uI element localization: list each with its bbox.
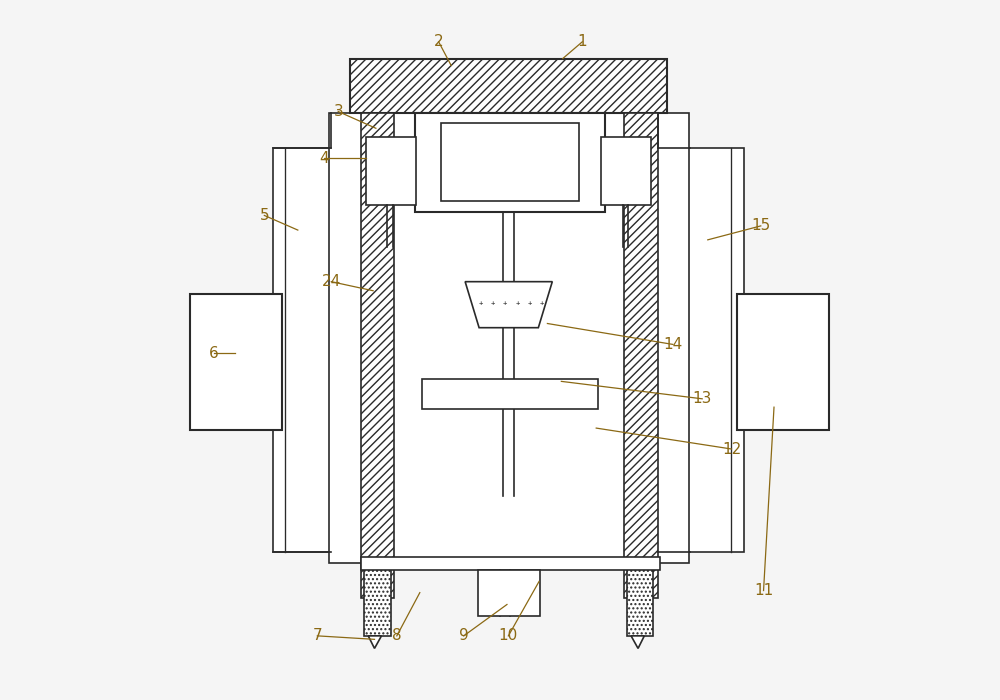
Bar bbox=[361, 557, 660, 570]
Bar bbox=[190, 294, 282, 430]
Bar bbox=[392, 113, 626, 563]
Polygon shape bbox=[368, 636, 381, 648]
Text: 3: 3 bbox=[333, 104, 343, 119]
Bar bbox=[366, 136, 416, 205]
Bar bbox=[601, 136, 651, 205]
Text: +: + bbox=[528, 300, 532, 307]
Text: 4: 4 bbox=[319, 150, 329, 166]
Bar bbox=[441, 122, 579, 201]
Text: 8: 8 bbox=[392, 629, 402, 643]
Bar bbox=[361, 113, 394, 598]
Text: 9: 9 bbox=[459, 629, 469, 643]
Bar bbox=[478, 570, 540, 616]
Text: +: + bbox=[515, 300, 520, 307]
Text: +: + bbox=[490, 300, 494, 307]
Bar bbox=[415, 113, 605, 212]
Bar bbox=[329, 113, 368, 563]
Bar bbox=[364, 563, 391, 636]
Text: 11: 11 bbox=[754, 583, 773, 598]
Text: 2: 2 bbox=[434, 34, 443, 49]
Text: 1: 1 bbox=[577, 34, 587, 49]
Text: 6: 6 bbox=[209, 346, 219, 361]
Bar bbox=[422, 379, 598, 410]
Bar bbox=[737, 294, 829, 430]
Text: +: + bbox=[503, 300, 507, 307]
Bar bbox=[627, 563, 653, 636]
Text: 12: 12 bbox=[722, 442, 741, 456]
Text: 24: 24 bbox=[322, 274, 341, 289]
Bar bbox=[683, 148, 744, 552]
Bar bbox=[651, 113, 689, 563]
Bar bbox=[273, 148, 335, 552]
Text: 15: 15 bbox=[751, 218, 770, 233]
Text: 10: 10 bbox=[499, 629, 518, 643]
Polygon shape bbox=[465, 281, 552, 328]
Text: 14: 14 bbox=[663, 337, 683, 352]
Bar bbox=[350, 59, 667, 113]
Text: 5: 5 bbox=[260, 208, 269, 223]
Bar bbox=[624, 113, 658, 598]
Text: +: + bbox=[478, 300, 483, 307]
Text: +: + bbox=[540, 300, 544, 307]
Polygon shape bbox=[631, 636, 644, 648]
Text: 7: 7 bbox=[313, 629, 322, 643]
Text: 13: 13 bbox=[693, 391, 712, 406]
